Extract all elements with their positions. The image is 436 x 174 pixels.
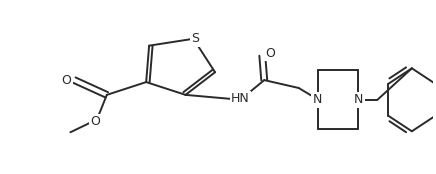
Text: O: O bbox=[265, 47, 275, 60]
Text: N: N bbox=[313, 93, 322, 106]
Text: HN: HN bbox=[231, 92, 249, 105]
Text: O: O bbox=[90, 115, 100, 128]
Text: O: O bbox=[61, 74, 72, 87]
Text: S: S bbox=[191, 32, 199, 45]
Text: N: N bbox=[354, 93, 363, 106]
